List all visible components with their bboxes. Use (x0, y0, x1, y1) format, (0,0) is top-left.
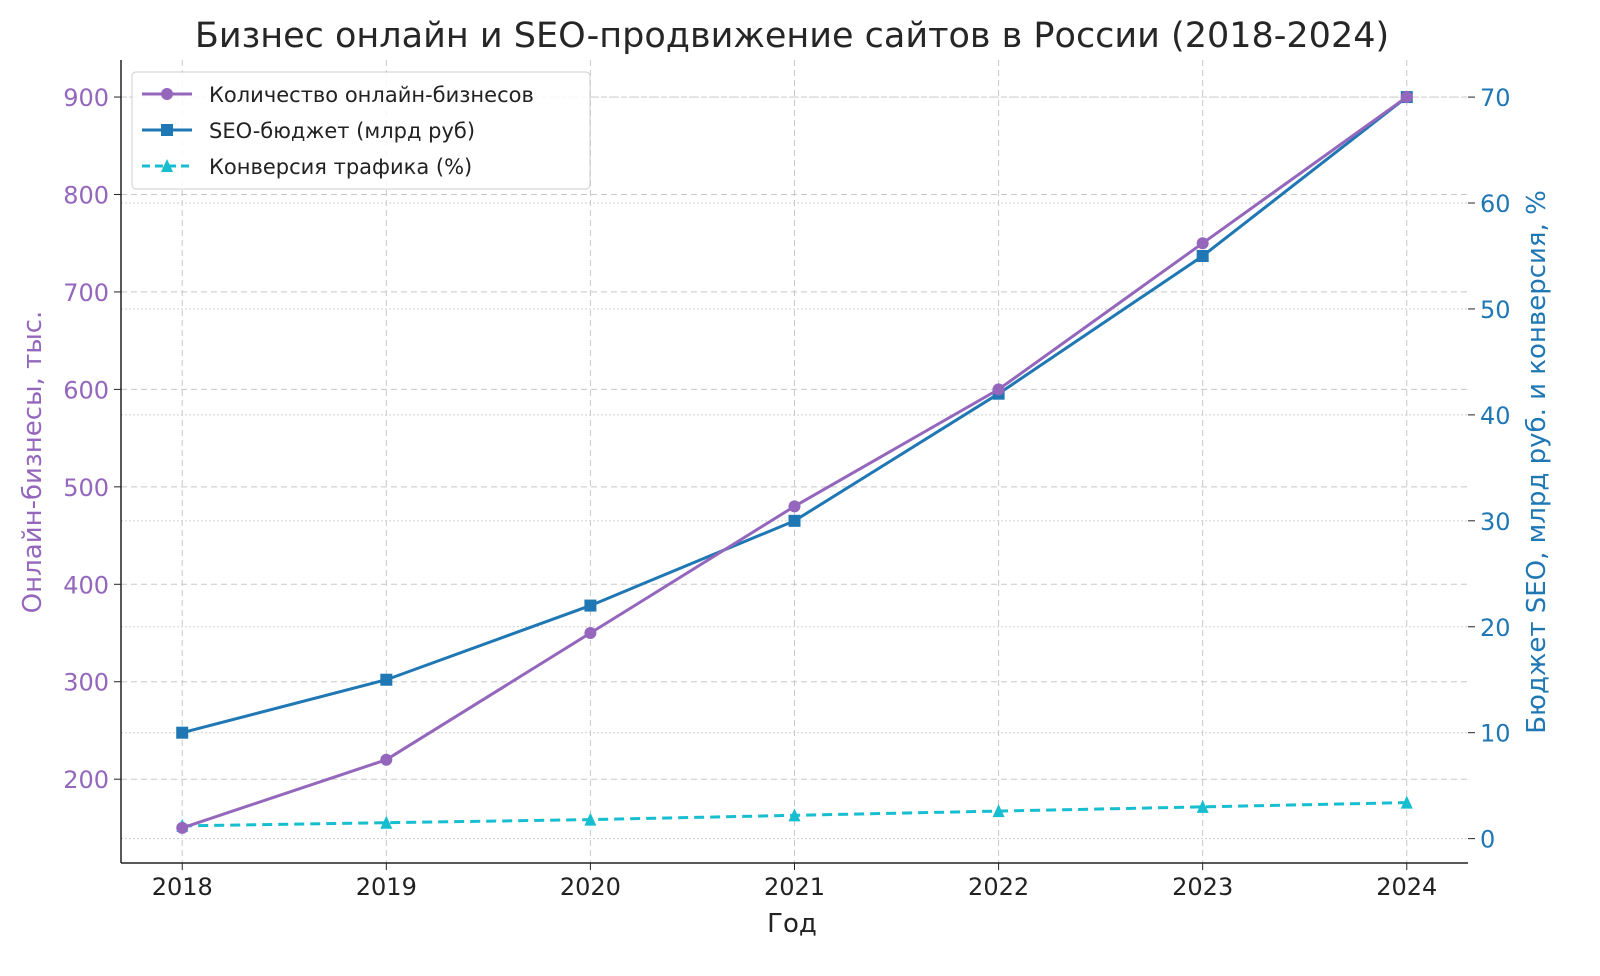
y-right-tick-label: 10 (1480, 720, 1511, 748)
data-point-2 (1196, 799, 1209, 813)
data-point-0 (1400, 91, 1413, 104)
y-left-tick-label: 700 (63, 279, 109, 307)
x-tick-label: 2024 (1376, 873, 1437, 901)
x-tick-label: 2021 (764, 873, 825, 901)
y-left-tick-label: 500 (63, 474, 109, 502)
data-point-2 (584, 812, 597, 826)
x-axis-label: Год (767, 909, 817, 939)
legend-marker-0 (161, 88, 173, 100)
y-left-tick-label: 800 (63, 181, 109, 209)
data-point-0 (1196, 237, 1209, 250)
y-left-tick-label: 600 (63, 376, 109, 404)
legend-label-1: SEO-бюджет (млрд руб) (209, 119, 475, 143)
legend-marker-2 (161, 159, 173, 172)
legend-box (131, 71, 591, 190)
y-right-tick-label: 40 (1480, 402, 1511, 430)
y-left-tick-label: 400 (63, 571, 109, 599)
y-right-tick-label: 50 (1480, 296, 1511, 324)
data-point-1 (584, 599, 597, 612)
data-point-0 (380, 753, 393, 766)
data-point-1 (380, 673, 393, 686)
x-tick-label: 2023 (1172, 873, 1233, 901)
data-point-0 (992, 383, 1005, 396)
data-point-1 (1196, 249, 1209, 262)
y-right-tick-label: 60 (1480, 190, 1511, 218)
ticks: 2018 2019 2020 2021 2022 2023 2024200300400500… (63, 84, 1510, 901)
data-point-2 (380, 815, 393, 829)
x-tick-label: 2018 (152, 873, 213, 901)
y-right-tick-label: 20 (1480, 614, 1511, 642)
data-point-2 (1400, 795, 1413, 809)
y-right-tick-label: 70 (1480, 84, 1511, 112)
data-point-2 (788, 808, 801, 822)
y-left-tick-label: 900 (63, 84, 109, 112)
chart-title: Бизнес онлайн и SEO-продвижение сайтов в… (195, 16, 1389, 56)
data-point-0 (176, 821, 189, 834)
data-point-0 (788, 500, 801, 513)
y-right-tick-label: 0 (1480, 826, 1495, 854)
series (176, 91, 1413, 834)
y-axis-left-label: Онлайн-бизнесы, тыс. (18, 311, 48, 614)
y-right-tick-label: 30 (1480, 508, 1511, 536)
data-point-1 (176, 726, 189, 739)
legend: Количество онлайн-бизнесов SEO-бюджет (мл… (131, 71, 591, 190)
y-left-tick-label: 300 (63, 669, 109, 697)
data-point-0 (584, 627, 597, 640)
x-tick-label: 2020 (560, 873, 621, 901)
legend-label-2: Конверсия трафика (%) (209, 155, 472, 179)
x-tick-label: 2022 (968, 873, 1029, 901)
data-point-1 (788, 514, 801, 527)
legend-marker-1 (161, 124, 173, 136)
x-tick-label: 2019 (356, 873, 417, 901)
legend-label-0: Количество онлайн-бизнесов (209, 83, 534, 107)
data-point-2 (992, 804, 1005, 818)
y-axis-right-label: Бюджет SEO, млрд руб. и конверсия, % (1522, 190, 1552, 734)
y-left-tick-label: 200 (63, 766, 109, 794)
